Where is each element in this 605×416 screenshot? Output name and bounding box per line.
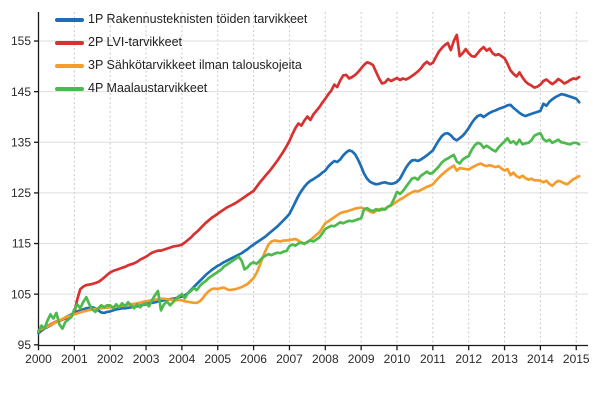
svg-text:155: 155 bbox=[11, 34, 31, 48]
svg-text:2010: 2010 bbox=[384, 352, 411, 366]
legend-label-1p: 1P Rakennusteknisten töiden tarvikkeet bbox=[88, 12, 308, 27]
legend-item-4p: 4P Maalaustarvikkeet bbox=[55, 77, 307, 100]
svg-text:2001: 2001 bbox=[61, 352, 88, 366]
legend-line-swatch-blue bbox=[55, 17, 84, 22]
svg-text:2007: 2007 bbox=[276, 352, 303, 366]
svg-text:2004: 2004 bbox=[169, 352, 196, 366]
legend-line-swatch-orange bbox=[55, 63, 84, 68]
legend-line-swatch-red bbox=[55, 40, 84, 45]
chart-legend: 1P Rakennusteknisten töiden tarvikkeet 2… bbox=[55, 8, 307, 100]
svg-text:95: 95 bbox=[18, 338, 32, 352]
legend-label-3p: 3P Sähkötarvikkeet ilman talouskojeita bbox=[88, 58, 302, 73]
legend-item-3p: 3P Sähkötarvikkeet ilman talouskojeita bbox=[55, 54, 307, 77]
svg-text:2008: 2008 bbox=[312, 352, 339, 366]
svg-text:145: 145 bbox=[11, 85, 31, 99]
legend-label-4p: 4P Maalaustarvikkeet bbox=[88, 81, 208, 96]
svg-text:2003: 2003 bbox=[133, 352, 160, 366]
legend-label-2p: 2P LVI-tarvikkeet bbox=[88, 35, 183, 50]
svg-text:115: 115 bbox=[12, 237, 31, 251]
svg-text:2006: 2006 bbox=[240, 352, 267, 366]
svg-text:2000: 2000 bbox=[25, 352, 52, 366]
svg-text:2014: 2014 bbox=[527, 352, 554, 366]
svg-text:2002: 2002 bbox=[97, 352, 124, 366]
svg-text:2011: 2011 bbox=[420, 352, 446, 366]
svg-text:125: 125 bbox=[11, 186, 31, 200]
svg-text:2015: 2015 bbox=[563, 352, 590, 366]
svg-text:2009: 2009 bbox=[348, 352, 375, 366]
legend-item-1p: 1P Rakennusteknisten töiden tarvikkeet bbox=[55, 8, 307, 31]
svg-text:2012: 2012 bbox=[455, 352, 482, 366]
legend-line-swatch-green bbox=[55, 86, 84, 91]
legend-item-2p: 2P LVI-tarvikkeet bbox=[55, 31, 307, 54]
svg-text:2005: 2005 bbox=[204, 352, 231, 366]
svg-text:2013: 2013 bbox=[491, 352, 518, 366]
svg-text:105: 105 bbox=[11, 287, 31, 301]
svg-text:135: 135 bbox=[11, 135, 31, 149]
